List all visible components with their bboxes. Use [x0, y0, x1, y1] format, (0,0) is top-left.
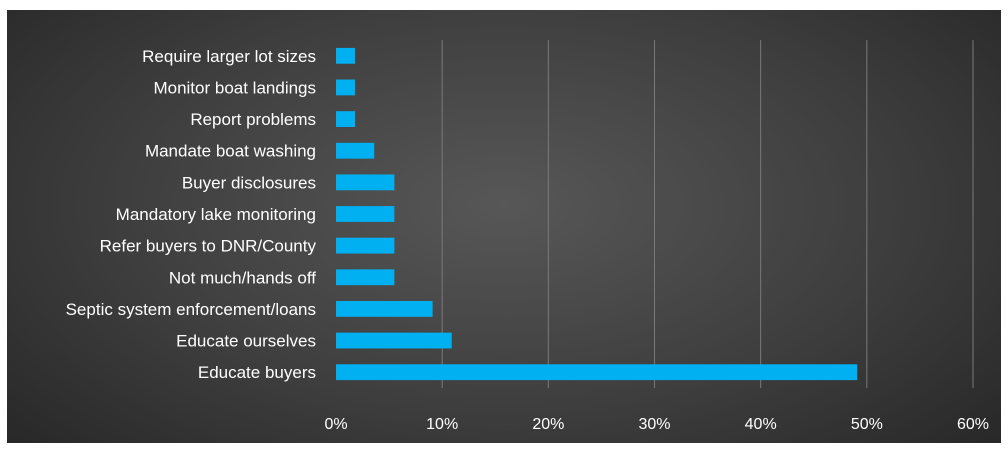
x-tick-label: 0% — [324, 416, 347, 433]
category-label: Require larger lot sizes — [142, 47, 316, 66]
x-tick-label: 20% — [532, 416, 564, 433]
bar-chart: Require larger lot sizes Monitor boat lan… — [66, 40, 989, 433]
category-label: Monitor boat landings — [153, 78, 316, 97]
category-label: Not much/hands off — [169, 268, 316, 287]
x-tick-label: 40% — [745, 416, 777, 433]
gridlines — [441, 40, 974, 388]
category-label: Septic system enforcement/loans — [66, 300, 316, 319]
bar — [336, 174, 395, 191]
category-label: Educate ourselves — [176, 332, 316, 351]
x-tick-label: 60% — [957, 416, 989, 433]
x-tick-label: 50% — [851, 416, 883, 433]
category-label: Refer buyers to DNR/County — [100, 237, 317, 256]
category-label: Mandate boat washing — [145, 142, 316, 161]
category-labels: Require larger lot sizes Monitor boat lan… — [66, 47, 317, 382]
bar — [336, 206, 395, 222]
chart-area: Require larger lot sizes Monitor boat lan… — [7, 10, 1001, 443]
x-tick-label: 10% — [426, 416, 458, 433]
bar — [336, 237, 395, 254]
category-label: Mandatory lake monitoring — [116, 205, 316, 224]
bars — [336, 47, 858, 381]
bar — [336, 269, 395, 286]
bar — [336, 142, 375, 159]
category-label: Report problems — [190, 110, 316, 129]
bar — [336, 47, 356, 64]
bar — [336, 111, 356, 127]
x-axis-ticks: 0% 10% 20% 30% 40% 50% 60% — [324, 416, 989, 433]
bar — [336, 301, 433, 317]
category-label: Educate buyers — [198, 363, 316, 382]
x-tick-label: 30% — [638, 416, 670, 433]
bar — [336, 364, 858, 381]
bar — [336, 79, 356, 96]
bar — [336, 332, 452, 349]
category-label: Buyer disclosures — [182, 173, 316, 192]
